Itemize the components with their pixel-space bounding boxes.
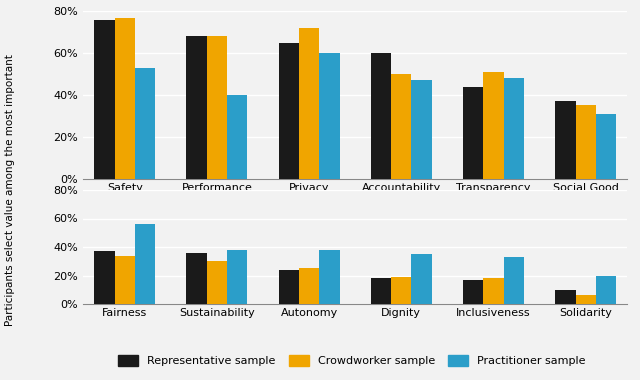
Bar — [371, 53, 391, 179]
Bar — [227, 95, 247, 179]
Bar — [299, 28, 319, 179]
Bar — [596, 276, 616, 304]
Bar — [371, 278, 391, 304]
Bar — [227, 250, 247, 304]
Bar — [278, 270, 299, 304]
Bar — [463, 280, 483, 304]
Bar — [94, 20, 115, 179]
Bar — [207, 261, 227, 304]
Bar — [391, 277, 412, 304]
Bar — [556, 290, 575, 304]
Bar — [575, 106, 596, 179]
Bar — [186, 36, 207, 179]
Bar — [596, 114, 616, 179]
Bar — [186, 253, 207, 304]
Bar — [115, 18, 135, 179]
Bar — [483, 278, 504, 304]
Text: Participants select value among the most important: Participants select value among the most… — [4, 54, 15, 326]
Bar — [575, 296, 596, 304]
Bar — [135, 68, 155, 179]
Legend: Representative sample, Crowdworker sample, Practitioner sample: Representative sample, Crowdworker sampl… — [114, 350, 590, 370]
Bar — [319, 250, 340, 304]
Bar — [504, 257, 524, 304]
Bar — [463, 87, 483, 179]
Bar — [299, 268, 319, 304]
Bar — [94, 251, 115, 304]
Bar — [483, 72, 504, 179]
Bar — [319, 53, 340, 179]
Bar — [115, 255, 135, 304]
Bar — [135, 224, 155, 304]
Bar — [556, 101, 575, 179]
Bar — [412, 254, 432, 304]
Bar — [391, 74, 412, 179]
Bar — [412, 81, 432, 179]
Bar — [278, 43, 299, 179]
Bar — [504, 78, 524, 179]
Bar — [207, 36, 227, 179]
